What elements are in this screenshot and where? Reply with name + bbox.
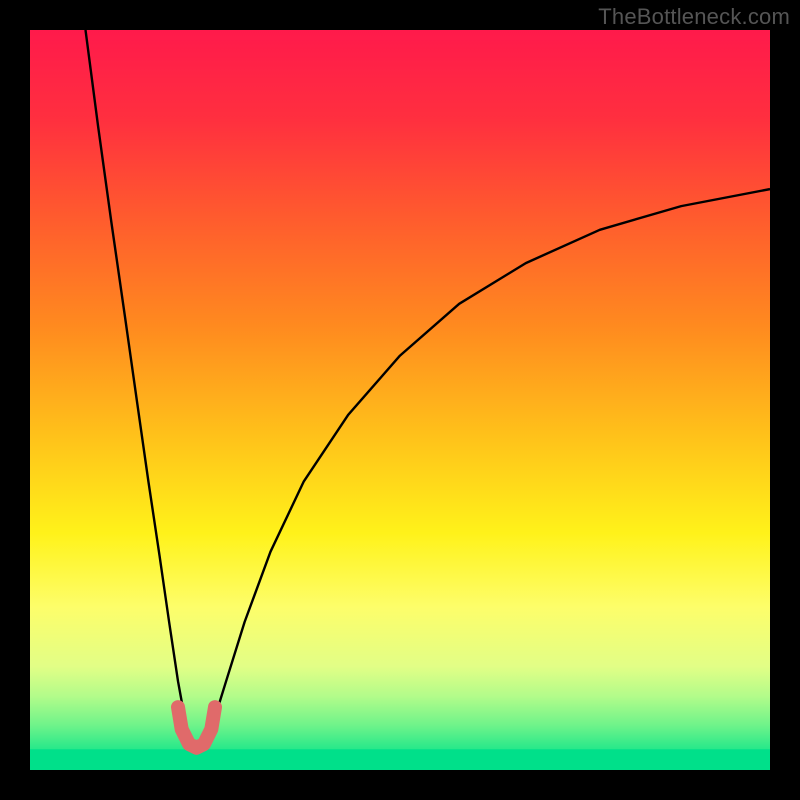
watermark-text: TheBottleneck.com: [598, 4, 790, 30]
green-bottom-band: [30, 749, 770, 770]
plot-area: [30, 30, 770, 770]
gradient-background: [30, 30, 770, 770]
bottleneck-chart: [30, 30, 770, 770]
figure-frame: TheBottleneck.com: [0, 0, 800, 800]
